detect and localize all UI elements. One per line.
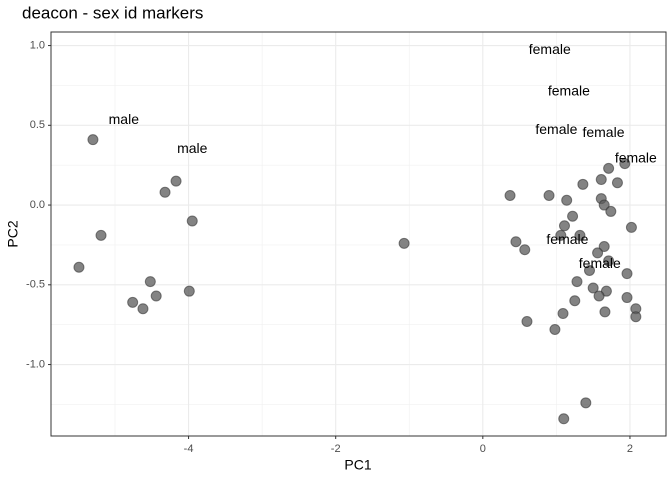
point (577, 178, 589, 190)
x-tick-label: -2 (331, 443, 341, 455)
point (557, 308, 569, 320)
point (555, 229, 567, 241)
point (170, 175, 182, 187)
annotation: male (109, 111, 140, 127)
point (580, 397, 592, 409)
point (587, 282, 599, 294)
point (137, 303, 149, 315)
chart-title: deacon - sex id markers (22, 3, 203, 22)
y-tick-label: 0.0 (30, 199, 45, 211)
point (543, 189, 555, 201)
point (595, 174, 607, 186)
x-tick-label: 0 (480, 443, 486, 455)
annotation: male (177, 140, 208, 156)
point (571, 276, 583, 288)
x-tick-label: 2 (627, 443, 633, 455)
annotation: female (546, 231, 588, 247)
point (73, 261, 85, 273)
annotation: female (548, 83, 590, 99)
point (619, 158, 631, 170)
point (561, 194, 573, 206)
point (95, 229, 107, 241)
x-axis-label: PC1 (344, 457, 371, 473)
point (510, 236, 522, 248)
point (183, 285, 195, 297)
point (127, 296, 139, 308)
point (549, 323, 561, 335)
panel-border (50, 31, 667, 437)
point (558, 413, 570, 425)
point (504, 189, 516, 201)
y-axis-label: PC2 (5, 220, 21, 247)
y-tick-label: 0.5 (30, 119, 45, 131)
point (598, 199, 610, 211)
point (558, 220, 570, 232)
point (569, 295, 581, 307)
y-tick-label: -1.0 (26, 358, 45, 370)
point (599, 306, 611, 318)
x-tick-label: -4 (184, 443, 194, 455)
point (625, 221, 637, 233)
point (567, 210, 579, 222)
point (611, 177, 623, 189)
point (603, 162, 615, 174)
point (144, 276, 156, 288)
point (186, 215, 198, 227)
point (621, 292, 633, 304)
point (603, 255, 615, 267)
annotation: female (535, 121, 577, 137)
point (398, 237, 410, 249)
y-tick-label: -0.5 (26, 279, 45, 291)
point (598, 241, 610, 253)
point (159, 186, 171, 198)
annotation: female (579, 255, 621, 271)
point (621, 268, 633, 280)
y-tick-label: 1.0 (30, 39, 45, 51)
point (583, 264, 595, 276)
point (630, 311, 642, 323)
point (592, 247, 604, 259)
annotation: female (529, 41, 571, 57)
point (150, 290, 162, 302)
point (87, 134, 99, 146)
point (519, 244, 531, 256)
annotation: female (582, 124, 624, 140)
point (593, 290, 605, 302)
point (605, 205, 617, 217)
point (521, 315, 533, 327)
annotation: female (615, 150, 657, 166)
point (574, 229, 586, 241)
